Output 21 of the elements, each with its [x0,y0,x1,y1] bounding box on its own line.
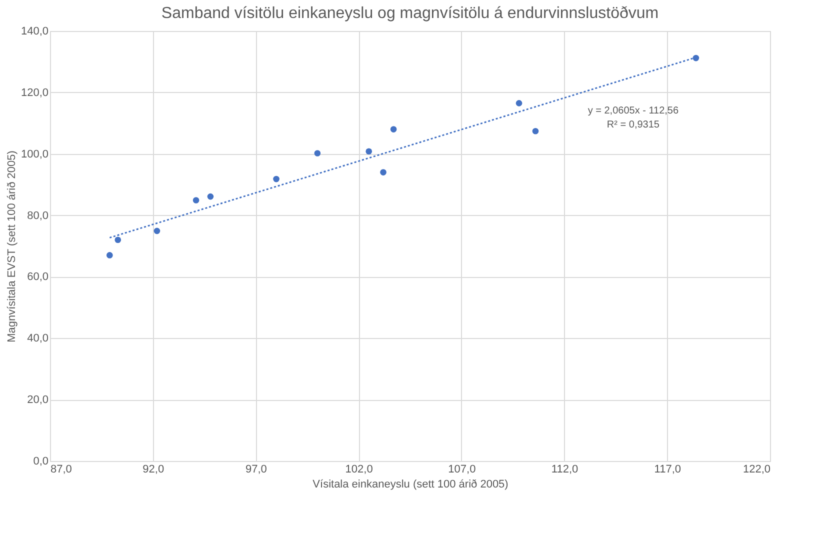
x-tick-label: 112,0 [551,464,578,476]
x-tick-label: 107,0 [448,464,476,476]
y-tick-label: 100,0 [20,148,48,160]
x-tick-label: 102,0 [345,464,373,476]
annotation: R² = 0,9315 [606,120,660,131]
y-tick-label: 60,0 [27,271,48,284]
x-tick-label: 97,0 [246,464,267,476]
x-tick-label: 87,0 [50,464,72,476]
y-tick-label: 0,0 [33,456,48,468]
chart-title: Samband vísitölu einkaneyslu og magnvísitölu á endurvinnslustöðvum [161,5,659,22]
y-tick-label: 20,0 [27,394,48,406]
y-tick-label: 120,0 [20,86,48,99]
y-axis-title: Magnvísitala EVST (sett 100 árið 2005) [6,150,18,342]
x-tick-label: 92,0 [142,464,164,476]
x-tick-label: 122,0 [742,464,770,476]
y-tick-label: 40,0 [27,332,48,345]
y-tick-label: 140,0 [20,26,48,38]
annotation: y = 2,0605x - 112,56 [588,106,679,117]
y-tick-label: 80,0 [27,210,48,222]
x-tick-label: 117,0 [654,464,681,476]
x-axis-title: Vísitala einkaneyslu (sett 100 árið 2005) [312,478,508,490]
